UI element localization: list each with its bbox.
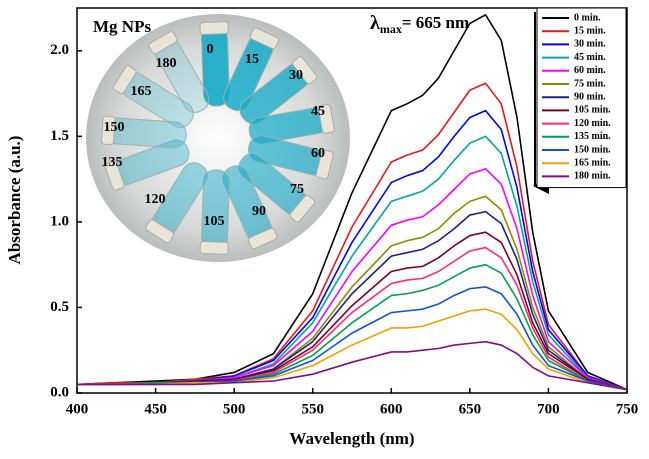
x-tick-label: 400	[66, 401, 89, 417]
annotation-text: = 665 nm	[402, 13, 469, 32]
legend-label: 90 min.	[574, 91, 606, 102]
legend-label: 45 min.	[574, 52, 606, 63]
series-line	[77, 246, 628, 391]
legend-label: 75 min.	[574, 78, 606, 89]
x-tick-label: 450	[144, 401, 167, 417]
vial-label: 90	[252, 204, 266, 219]
series-line	[77, 210, 628, 391]
vial	[199, 169, 230, 255]
vial-cap	[199, 241, 229, 255]
legend-label: 135 min.	[574, 131, 611, 142]
vial	[247, 135, 334, 180]
series-line	[76, 14, 628, 391]
vial	[238, 153, 316, 223]
vial	[148, 31, 210, 113]
legend-label: 60 min.	[574, 65, 606, 76]
vial-cap	[289, 194, 316, 223]
series-line	[76, 82, 628, 391]
vial-cap	[199, 21, 229, 35]
legend-label: 165 min.	[574, 157, 611, 168]
vial-label: 0	[207, 42, 214, 57]
vial-cap	[247, 227, 278, 250]
vial	[223, 27, 280, 112]
vial-label: 165	[131, 84, 152, 99]
y-tick-label: 0.5	[50, 299, 69, 315]
y-tick-label: 1.0	[50, 213, 69, 229]
vial-label: 75	[290, 182, 304, 197]
vial-cap	[292, 56, 318, 85]
vial-cap	[145, 219, 175, 244]
y-tick-label: 0.0	[50, 384, 69, 400]
vial-cap	[148, 31, 178, 55]
vial	[248, 104, 335, 144]
annotation: λmax= 665 nm	[370, 12, 469, 36]
y-tick-label: 1.5	[50, 128, 69, 144]
vial-label: 120	[145, 192, 166, 207]
annotation-subscript: max	[380, 22, 402, 36]
x-axis-label: Wavelength (nm)	[289, 429, 414, 448]
vial-label: 150	[104, 120, 125, 135]
vial-label: 15	[245, 52, 259, 67]
legend-label: 105 min.	[574, 105, 611, 116]
inset-photo: Mg NPs 0 15 30 45 60 75 90 105 120 135 150 165 180	[86, 14, 350, 262]
series-line	[77, 308, 628, 391]
legend-label: 0 min.	[574, 12, 601, 23]
y-tick-label: 2.0	[50, 42, 69, 58]
vial-cap	[112, 65, 137, 95]
vial	[112, 65, 194, 129]
series-line	[77, 263, 628, 391]
vial	[199, 21, 230, 107]
vial-label: 180	[156, 56, 177, 71]
x-tick-label: 650	[459, 401, 482, 417]
legend-label: 15 min.	[574, 25, 606, 36]
vial-label: 135	[102, 155, 123, 170]
x-tick-label: 700	[537, 401, 560, 417]
x-tick-label: 750	[616, 401, 639, 417]
vial-label: 60	[311, 146, 325, 161]
vial-cap	[101, 115, 116, 146]
vial	[101, 115, 187, 149]
vial-label: 30	[289, 68, 303, 83]
vial-cap	[104, 160, 125, 191]
vial-label: 105	[204, 214, 225, 229]
vial	[222, 165, 278, 250]
vial-cap	[249, 27, 280, 50]
vial	[145, 162, 209, 244]
legend-label: 30 min.	[574, 39, 606, 50]
x-tick-label: 600	[380, 401, 403, 417]
y-axis-label: Absorbance (a.u.)	[5, 136, 24, 265]
vial-cap	[315, 149, 334, 180]
annotation-symbol: λ	[370, 12, 380, 34]
vial	[239, 56, 318, 125]
plot-frame	[76, 7, 628, 394]
vial-cap	[317, 104, 335, 134]
vial-label: 45	[311, 104, 325, 119]
vial	[104, 139, 190, 191]
x-tick-label: 550	[301, 401, 324, 417]
x-tick-label: 500	[223, 401, 246, 417]
legend-label: 120 min.	[574, 118, 611, 129]
inset-title: Mg NPs	[93, 17, 151, 36]
series-line	[77, 340, 628, 391]
legend-label: 180 min.	[574, 171, 611, 182]
legend-label: 150 min.	[574, 144, 611, 155]
